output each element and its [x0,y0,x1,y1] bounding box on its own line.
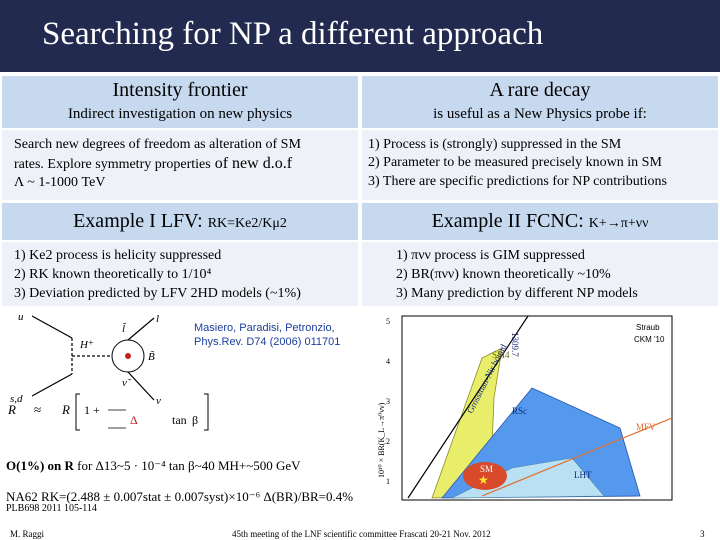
label-lr: l [156,313,159,325]
plb-reference: PLB698 2011 105-114 [6,503,97,514]
region-label: SM [480,464,493,474]
footer-page-number: 3 [700,529,705,539]
formula-tan: tan [172,413,187,427]
plot-attribution: CKM '10 [634,335,665,344]
lepton-line [127,317,155,341]
left-bracket [75,393,80,431]
rare-decay-subtitle: is useful as a New Physics probe if: [433,106,647,122]
list-item: 2) BR(πνν) known theoretically ~10% [396,267,611,282]
body-line: Search new degrees of freedom as alterat… [14,137,301,152]
region-label: MFV [636,422,656,432]
right-bracket [204,393,209,431]
list-item: 3) Many prediction by different NP model… [396,286,638,301]
fcnc-list: 1) πνν process is GIM suppressed 2) BR(π… [362,242,718,306]
formula-beta: β [192,413,198,427]
quark-line [31,373,73,397]
rk-formula: R ≈ R 1 + Δ tan β [7,393,209,431]
list-item: 1) πνν process is GIM suppressed [396,248,585,263]
example-lfv-formula: RK=Ke2/Kμ2 [207,216,287,231]
example-fcnc-formula: K+→π+νν [588,216,649,231]
title-bar [0,0,720,72]
intensity-frontier-header: Intensity frontier Indirect investigatio… [2,76,358,128]
list-item: 1) Ke2 process is helicity suppressed [14,248,222,263]
reference-citation: Masiero, Paradisi, Petronzio, Phys.Rev. … [194,321,340,349]
reference-line: Phys.Rev. D74 (2006) 011701 [194,336,341,348]
example-fcnc-title: Example II FCNC: K+→π+νν [362,210,718,233]
na62-result: NA62 RK=(2.488 ± 0.007stat ± 0.007syst)×… [6,489,354,504]
region-label: LHT [574,470,592,480]
sm-region [463,462,507,490]
lfv-list: 1) Ke2 process is helicity suppressed 2)… [2,242,358,306]
formula-coef: 1 + [84,403,100,417]
y-tick: 3 [386,397,390,406]
body-text-emphasis: of new d.o.f [210,155,293,172]
y-tick: 4 [386,357,390,366]
plot-attribution: Straub [636,323,660,332]
sm-star-icon: ★ [478,473,489,487]
vertex-dot [125,353,131,359]
slide-title: Searching for NP a different approach [42,16,544,52]
list-item: 2) RK known theoretically to 1/10⁴ [14,267,212,282]
region-label: SM4 [492,350,510,360]
y-tick: 5 [386,317,390,326]
body-line: 3) There are specific predictions for NP… [368,174,667,189]
intensity-frontier-body: Search new degrees of freedom as alterat… [2,130,358,200]
label-u: u [18,311,24,323]
y-tick: 1 [386,477,390,486]
body-line: rates. Explore symmetry properties of ne… [14,155,292,173]
feynman-diagram: u s,d H⁺ l ν l̃ B̃ ν̃ [10,311,161,407]
footer-author: M. Raggi [10,529,45,539]
result-line: O(1%) on R for Δ13~5 · 10⁻⁴ tan β~40 MH+… [6,458,301,474]
neutrino-line [127,371,155,401]
body-line: Λ ~ 1-1000 TeV [14,175,106,190]
example-fcnc-prefix: Example II FCNC: [431,210,589,232]
rare-decay-body: 1) Process is (strongly) suppressed in t… [362,130,718,200]
formula-rhs: R [61,402,70,417]
body-line: 2) Parameter to be measured precisely kn… [368,155,662,170]
rare-decay-title: A rare decay [489,79,591,101]
footer-meeting: 45th meeting of the LNF scientific commi… [232,529,491,539]
reference-line: Masiero, Paradisi, Petronzio, [194,322,335,334]
rare-decay-header: A rare decay is useful as a New Physics … [362,76,718,128]
example-lfv-header: Example I LFV: RK=Ke2/Kμ2 [2,203,358,240]
body-line: 1) Process is (strongly) suppressed in t… [368,137,622,152]
region-label: RSc [512,406,527,416]
result-detail: for Δ13~5 · 10⁻⁴ tan β~40 MH+~500 GeV [73,458,301,473]
mfv-line [481,417,673,497]
grossman-nir-bound [407,315,529,499]
intensity-frontier-subtitle: Indirect investigation on new physics [67,106,293,122]
label-nu: ν [156,395,161,407]
br-correlation-plot: ★ 5 4 3 2 1 10¹⁰ × BR(K_L→π⁰νν) Grossman… [372,308,718,508]
body-text: rates. Explore symmetry properties [14,157,211,172]
lab-label: 1309.7 [510,332,520,357]
formula-approx: ≈ [34,402,41,417]
label-higgs: H⁺ [79,339,94,351]
quark-line [31,315,73,339]
example-lfv-title: Example I LFV: RK=Ke2/Kμ2 [2,210,358,233]
formula-delta: Δ [130,413,138,427]
example-lfv-prefix: Example I LFV: [73,210,208,232]
list-item: 3) Deviation predicted by LFV 2HD models… [14,286,301,301]
label-sd: s,d [10,393,23,405]
formula-lhs: R [7,402,16,417]
label-slepton: l̃ [122,322,127,335]
result-highlight: O(1%) on R [6,458,74,473]
y-tick: 2 [386,437,390,446]
intensity-frontier-title: Intensity frontier [112,79,248,101]
footer [0,526,720,540]
y-axis-label: 10¹⁰ × BR(K_L→π⁰νν) [377,402,386,478]
example-fcnc-header: Example II FCNC: K+→π+νν [362,203,718,240]
label-bino: B̃ [148,350,155,363]
